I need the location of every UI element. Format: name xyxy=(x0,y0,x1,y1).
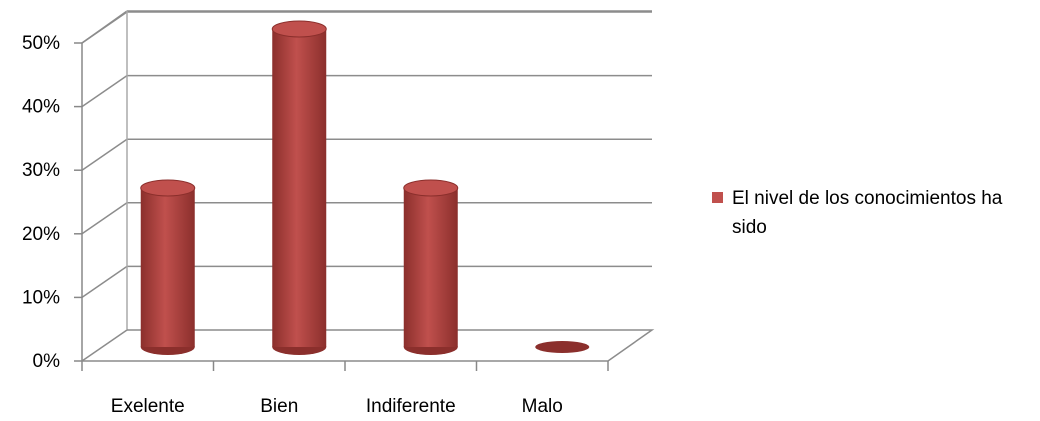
tick-labels: 0% 10% 20% 30% 40% 50% Exelente Bien Indiferente… xyxy=(22,33,563,417)
y-tick-label: 20% xyxy=(22,224,60,245)
gridline-side xyxy=(81,265,128,299)
axes xyxy=(74,11,655,371)
y-tick-label: 50% xyxy=(22,33,60,54)
bars xyxy=(140,20,590,355)
bar xyxy=(403,188,458,347)
x-tick-label: Malo xyxy=(522,396,563,416)
gridline-side xyxy=(81,329,128,362)
legend-label-series: El nivel de los conocimientos ha sido xyxy=(732,188,1003,238)
bar xyxy=(140,188,195,347)
gridline-side xyxy=(81,202,128,235)
bar-top xyxy=(271,20,327,38)
gridline-side xyxy=(81,138,128,171)
gridlines xyxy=(81,10,652,362)
y-tick-label: 0% xyxy=(33,351,61,372)
bar-top xyxy=(403,179,459,197)
legend: El nivel de los conocimientos ha sido xyxy=(712,184,1032,242)
gridline-side xyxy=(81,10,128,44)
bar-top xyxy=(140,179,196,197)
y-tick-label: 30% xyxy=(22,160,60,181)
bar xyxy=(272,29,327,347)
x-tick-label: Bien xyxy=(260,396,298,416)
bar xyxy=(535,341,590,353)
x-tick-label: Indiferente xyxy=(366,396,456,416)
legend-swatch xyxy=(712,192,723,203)
y-tick-label: 10% xyxy=(22,287,60,308)
x-tick-label: Exelente xyxy=(111,396,185,416)
y-tick-label: 40% xyxy=(22,97,60,118)
gridline-side xyxy=(81,74,128,108)
